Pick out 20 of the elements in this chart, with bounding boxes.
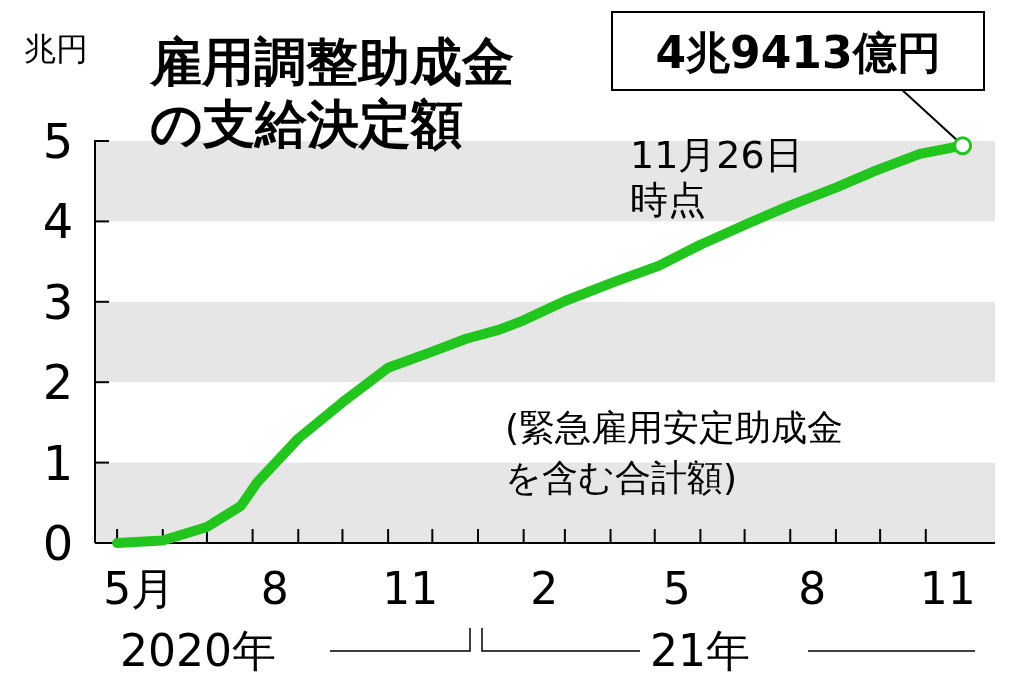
x-tick-label: 8	[798, 563, 827, 614]
y-tick-label: 3	[42, 273, 74, 330]
chart-title: 雇用調整助成金の支給決定額	[149, 32, 514, 154]
text: 2020年	[120, 625, 276, 676]
y-axis-title: 兆円	[24, 30, 88, 68]
y-tick-label: 2	[42, 354, 74, 411]
annotation: (緊急雇用安定助成金を含む合計額)	[505, 407, 844, 498]
text: 21年	[650, 625, 750, 676]
y-tick-label: 5	[42, 113, 74, 169]
x-tick-label: 5	[662, 563, 691, 614]
annotation: 11月26日時点	[630, 133, 803, 222]
x-tick-label: 2	[530, 563, 559, 614]
y-tick-label: 1	[42, 434, 74, 491]
x-tick-label: 5月	[103, 563, 176, 614]
x-tick-label: 8	[260, 563, 289, 614]
annotation: 4兆9413億円	[655, 27, 941, 78]
y-tick-label: 4	[42, 193, 74, 250]
x-tick-label: 11	[919, 563, 976, 614]
y-tick-label: 0	[42, 515, 74, 571]
x-tick-label: 11	[382, 563, 439, 614]
